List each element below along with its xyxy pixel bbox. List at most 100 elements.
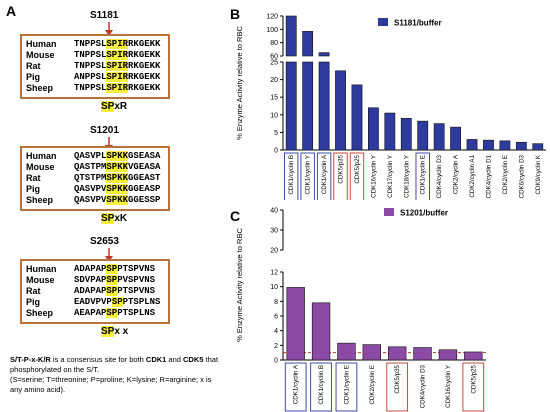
caption-text-3: that phosphorylated on the S/T.: [10, 355, 219, 374]
y-tick-label: 25: [270, 60, 278, 67]
species-label: Mouse: [26, 162, 55, 172]
alignment-box-s1181: Human TNPPSLSPIRRKGEKK Mouse TNPPSLSPIRRKGE…: [20, 34, 170, 99]
panel-a-caption: S/T-P-x-K/R is a consensus site for both…: [10, 355, 225, 395]
motif-highlight: SP: [106, 264, 118, 274]
motif-highlight: SPKK: [106, 162, 129, 172]
bar: [450, 126, 461, 151]
bar: [499, 140, 511, 151]
x-tick-label: CDK5/p25: [470, 364, 477, 393]
motif-highlight: SP: [106, 286, 118, 296]
alignment-row: Mouse TNPPSLSPIRRKGEKK: [26, 50, 164, 61]
y-tick-label: 20: [270, 248, 278, 255]
species-label: Sheep: [26, 83, 54, 93]
motif-highlight: SP: [106, 275, 118, 285]
alignment-row: Sheep AEAPAPSPPTSPLNS: [26, 308, 164, 319]
bar-upper-segment: [318, 52, 330, 57]
motif-highlight: SPIR: [106, 39, 129, 49]
species-label: Rat: [26, 173, 41, 183]
category-highlight-box: [462, 362, 485, 412]
species-label: Rat: [26, 61, 41, 71]
x-tick-label: CDK5/p35: [338, 154, 345, 183]
category-highlight-box: [415, 152, 430, 200]
panel-c-letter: C: [230, 208, 241, 224]
species-label: Human: [26, 151, 57, 161]
x-tick-label: CDK17/cyclin Y: [387, 155, 394, 198]
bar: [532, 143, 544, 151]
species-label: Human: [26, 39, 57, 49]
motif-highlight: SP: [106, 308, 118, 318]
sequence: AEAPAPSPPTSPLNS: [74, 308, 156, 318]
bar: [302, 61, 314, 151]
motif-highlight: SPIR: [106, 83, 129, 93]
x-tick-label: CDK2/cyclin E: [369, 365, 376, 405]
panel-a-letter: A: [6, 3, 17, 19]
consensus-motif: SPx x: [101, 326, 129, 337]
sequence: TNPPSLSPIRRKGEKK: [74, 39, 161, 49]
bar: [388, 346, 407, 361]
caption-consensus: S/T-P-x-K/R: [10, 355, 51, 364]
bar: [286, 287, 305, 361]
species-label: Mouse: [26, 50, 55, 60]
bar: [368, 107, 379, 151]
bar: [466, 139, 478, 151]
x-tick-label: CDK5/p35: [394, 364, 401, 393]
x-tick-label: CDK1/cyclin A: [321, 154, 328, 194]
x-tick-label: CDK1/cyclin Y: [305, 155, 312, 194]
x-tick-label: CDK2/cyclin E: [502, 155, 509, 195]
bar: [483, 139, 494, 151]
x-tick-label: CDK1/cyclin B: [288, 155, 295, 195]
y-tick-label: 4: [274, 328, 278, 335]
category-highlight-box: [284, 152, 299, 200]
site-label-s2653: S2653: [90, 236, 119, 247]
bar-upper-segment: [302, 31, 314, 57]
consensus-motif: SPxK: [101, 213, 128, 224]
consensus-motif: SPxR: [101, 101, 128, 112]
motif-highlight: SPIR: [106, 72, 129, 82]
category-highlight-box: [386, 362, 409, 412]
bar-upper-segment: [285, 15, 297, 57]
bar: [384, 112, 396, 151]
legend-label: S1181/buffer: [394, 19, 442, 28]
alignment-row: Human ADAPAPSPPTSPVNS: [26, 264, 164, 275]
sequence: QASTPMSPKKVGEASA: [74, 162, 161, 172]
site-label-s1181: S1181: [90, 10, 119, 21]
bar: [417, 120, 429, 151]
bar: [413, 347, 432, 361]
bar: [438, 349, 458, 361]
species-label: Human: [26, 264, 57, 274]
x-tick-label: CDK1/cyclin E: [420, 155, 427, 195]
x-tick-label: CDK4/cyclin D3: [420, 364, 427, 408]
motif-highlight: SPKK: [106, 151, 129, 161]
y-tick-label: 40: [270, 208, 278, 215]
alignment-row: Pig QASVPVSPKKGGEASP: [26, 184, 164, 195]
y-tick-label: 5: [274, 130, 278, 137]
alignment-row: Pig EADVPVPSPPTSPLNS: [26, 297, 164, 308]
alignment-row: Pig ANPPSLSPIRRKGEKK: [26, 72, 164, 83]
bar: [400, 118, 412, 151]
caption-cdk5: CDK5: [183, 355, 204, 364]
sequence: EADVPVPSPPTSPLNS: [74, 297, 161, 307]
sequence: QASVPLSPKKGSEASA: [74, 151, 161, 161]
alignment-row: Rat QTSTPMSPKKGGEAST: [26, 173, 164, 184]
motif-highlight: SPKK: [106, 195, 129, 205]
sequence: TNPPSLSPIRRKGEKK: [74, 50, 161, 60]
motif-highlight: SPKK: [106, 184, 129, 194]
species-label: Sheep: [26, 195, 54, 205]
bar: [515, 141, 527, 151]
caption-cdk1: CDK1: [145, 355, 167, 364]
sequence: ADAPAPSPPTSPVNS: [74, 264, 156, 274]
bar: [318, 61, 330, 151]
motif-highlight: SPIR: [106, 61, 129, 71]
sequence: QTSTPMSPKKGGEAST: [74, 173, 161, 183]
motif-highlight: SPKK: [106, 173, 129, 183]
category-highlight-box: [333, 152, 348, 200]
bar: [351, 84, 363, 151]
alignment-row: Human QASVPLSPKKGSEASA: [26, 151, 164, 162]
species-label: Pig: [26, 297, 41, 307]
x-tick-label: CDK4/cyclin D3: [436, 154, 443, 198]
y-tick-label: 100: [266, 27, 278, 34]
x-tick-label: CDK1/cyclin B: [318, 365, 325, 405]
category-highlight-box: [316, 152, 332, 200]
alignment-row: Mouse QASTPMSPKKVGEASA: [26, 162, 164, 173]
site-arrow-icon: [105, 22, 113, 41]
